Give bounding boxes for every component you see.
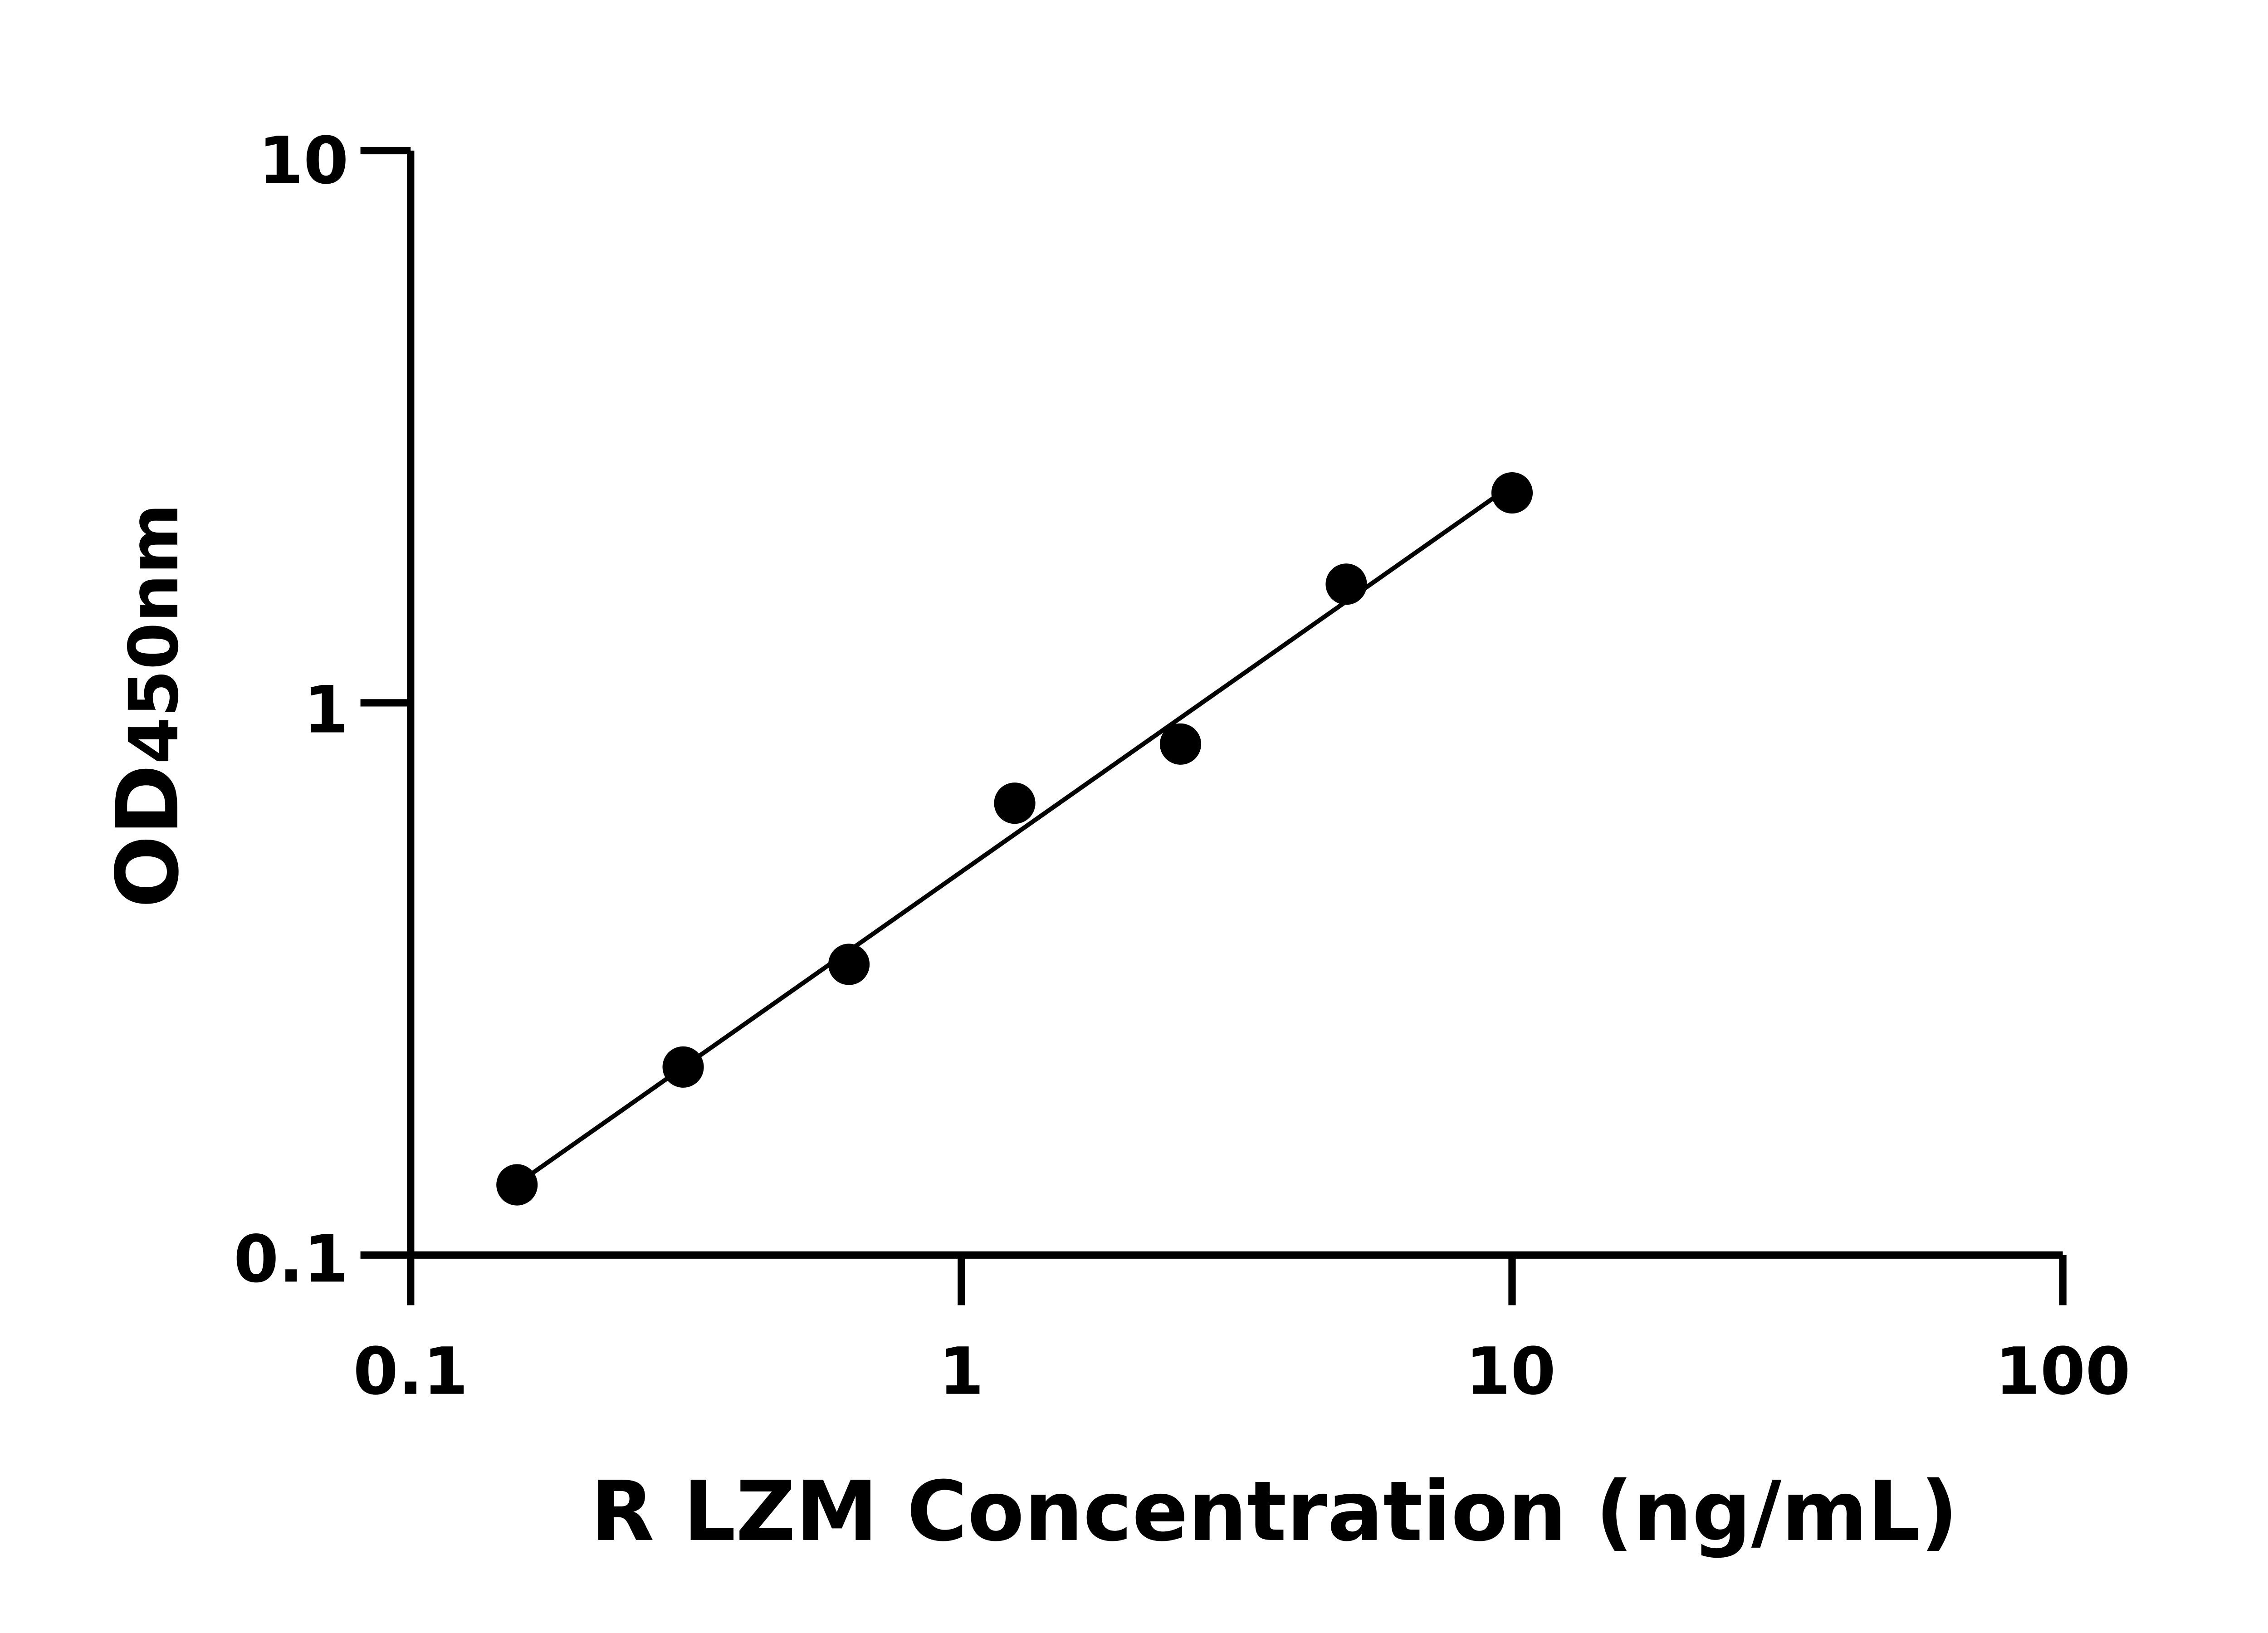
data-point — [1491, 472, 1533, 514]
plot-area — [496, 472, 1533, 1206]
data-point — [1325, 563, 1367, 605]
data-point — [496, 1164, 538, 1206]
y-axis-label-sub: 450nm — [115, 504, 194, 764]
data-point — [1159, 723, 1202, 765]
y-tick-label: 10 — [258, 123, 348, 199]
y-tick-label: 0.1 — [234, 1221, 349, 1297]
x-tick-label: 1 — [939, 1334, 984, 1409]
y-axis-label-main: OD — [98, 764, 198, 908]
x-axis-label: R LZM Concentration (ng/mL) — [591, 1463, 1958, 1560]
data-point — [828, 944, 870, 985]
y-axis-label: OD450nm — [98, 504, 198, 908]
data-point — [662, 1046, 704, 1088]
x-tick-label: 100 — [1995, 1334, 2131, 1409]
y-tick-label: 1 — [303, 672, 349, 748]
data-point — [994, 782, 1036, 824]
x-tick-label: 10 — [1466, 1334, 1556, 1409]
x-tick-label: 0.1 — [353, 1334, 468, 1409]
tick-labels: 0.1 1 10 100 0.1 1 10 — [234, 123, 2131, 1409]
axes — [360, 147, 2067, 1305]
